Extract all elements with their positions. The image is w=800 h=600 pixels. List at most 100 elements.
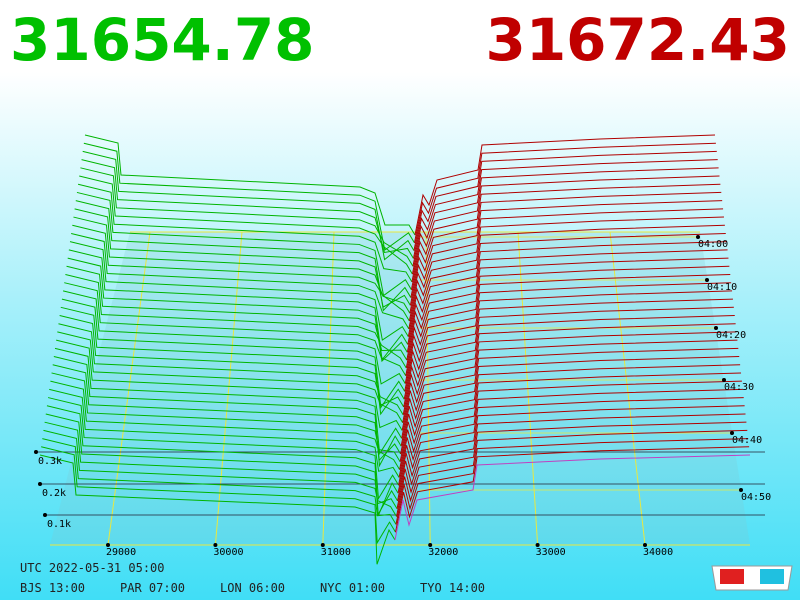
price-grid-line (609, 231, 646, 546)
price-label: 33000 (536, 547, 566, 558)
bid-depth-line (61, 298, 406, 409)
ask-depth-line (399, 372, 742, 462)
ask-depth-line (397, 413, 746, 501)
bid-depth-line (53, 356, 402, 468)
bid-depth-line (72, 224, 410, 322)
tick-dot (722, 378, 726, 382)
city-time: BJS 13:00 (20, 581, 85, 595)
city-time: NYC 01:00 (320, 581, 385, 595)
bid-depth-line (71, 232, 410, 330)
ask-depth-line (411, 183, 721, 283)
bid-depth-line (45, 413, 398, 517)
bid-depth-line (60, 306, 405, 416)
bid-depth-line (54, 347, 403, 456)
ask-depth-line (404, 298, 733, 392)
ask-depth-line (412, 159, 718, 259)
tick-dot (535, 543, 540, 547)
ask-depth-line (409, 216, 724, 314)
ask-depth-line (413, 150, 717, 251)
bid-depth-line (58, 323, 404, 416)
glasses-icon (711, 565, 793, 591)
price-label: 32000 (428, 547, 458, 558)
city-time: LON 06:00 (220, 581, 285, 595)
bid-depth-line (62, 290, 406, 385)
price-label: 31000 (321, 547, 351, 558)
price-label: 29000 (106, 547, 136, 558)
time-label: 04:20 (716, 330, 746, 341)
depth-label: 0.3k (38, 456, 62, 467)
price-label: 30000 (213, 547, 243, 558)
bid-depth-line (52, 364, 402, 462)
bid-depth-line (46, 405, 399, 516)
axis-labels: 29000 30000 31000 32000 33000 34000 04:00 04:10… (20, 235, 771, 595)
bid-depth-line (57, 331, 404, 423)
ask-depth-line (400, 356, 740, 447)
ask-depth-line (406, 265, 730, 361)
depth-label: 0.2k (42, 488, 66, 499)
bid-depth-line (76, 191, 412, 297)
bid-depth-line (79, 175, 413, 275)
ask-depth-line (404, 290, 733, 384)
ask-depth-line (410, 191, 722, 290)
ask-depth-line (406, 257, 729, 353)
ask-depth-line (401, 339, 738, 431)
bid-depth-line (84, 134, 416, 236)
ask-depth-line (395, 446, 750, 533)
city-time: TYO 14:00 (420, 581, 485, 595)
bid-depth-line (56, 339, 403, 431)
bid-depth-line (68, 249, 409, 361)
bid-depth-line (49, 388, 400, 478)
time-label: 04:50 (741, 492, 771, 503)
ask-depth-line (414, 134, 716, 236)
price-label: 34000 (643, 547, 673, 558)
bid-depth-line (51, 372, 401, 463)
bid-depth-line (74, 208, 411, 308)
bid-depth-line (67, 257, 408, 363)
ask-depth-line (401, 347, 739, 439)
ask-depth-line (403, 315, 735, 408)
ask-depth-line (407, 249, 728, 345)
bid-depth-line (75, 200, 412, 312)
floor (50, 232, 750, 545)
tick-dot (730, 431, 734, 435)
bid-depth-line (39, 454, 396, 565)
bid-depth-line (83, 142, 415, 251)
ask-depth-line (402, 331, 737, 423)
ask-depth-line (402, 323, 736, 415)
ask-depth-line (407, 241, 727, 337)
ask-depth-line (397, 405, 745, 494)
bid-depth-line (69, 241, 409, 341)
ask-depth-line (394, 454, 751, 541)
tick-dot (34, 450, 38, 454)
bid-depth-line (81, 159, 414, 259)
ask-depth-line (396, 421, 747, 509)
ask-depth-line (409, 208, 724, 306)
time-label: 04:00 (698, 239, 728, 250)
ask-price: 31672.43 (485, 6, 790, 74)
time-label: 04:30 (724, 382, 754, 393)
ask-depth-line (408, 232, 726, 329)
ask-depth-line (398, 397, 744, 486)
bid-depth-line (43, 429, 397, 517)
ask-depth-line (403, 306, 734, 400)
bid-depth-line (73, 216, 411, 314)
tick-dot (739, 488, 743, 492)
ask-depth-line (395, 438, 749, 525)
bid-depth-line (66, 265, 408, 361)
bid-depth-line (77, 183, 413, 283)
ask-depth-line (396, 429, 748, 517)
tick-dot (705, 278, 709, 282)
tick-dot (320, 543, 325, 547)
ask-depth-line (405, 273, 731, 369)
ask-depth-line (400, 364, 741, 455)
bid-depth-line (47, 397, 400, 501)
bid-depth-line (65, 274, 407, 369)
bid-depth-line (82, 150, 415, 261)
ask-depth-line (399, 380, 742, 470)
tick-dot (106, 543, 110, 547)
time-label: 04:40 (732, 435, 762, 446)
ask-depth-line (411, 175, 720, 275)
price-grid-line (107, 231, 151, 546)
utc-time: UTC 2022-05-31 05:00 (20, 561, 165, 575)
tick-dot (643, 543, 647, 547)
